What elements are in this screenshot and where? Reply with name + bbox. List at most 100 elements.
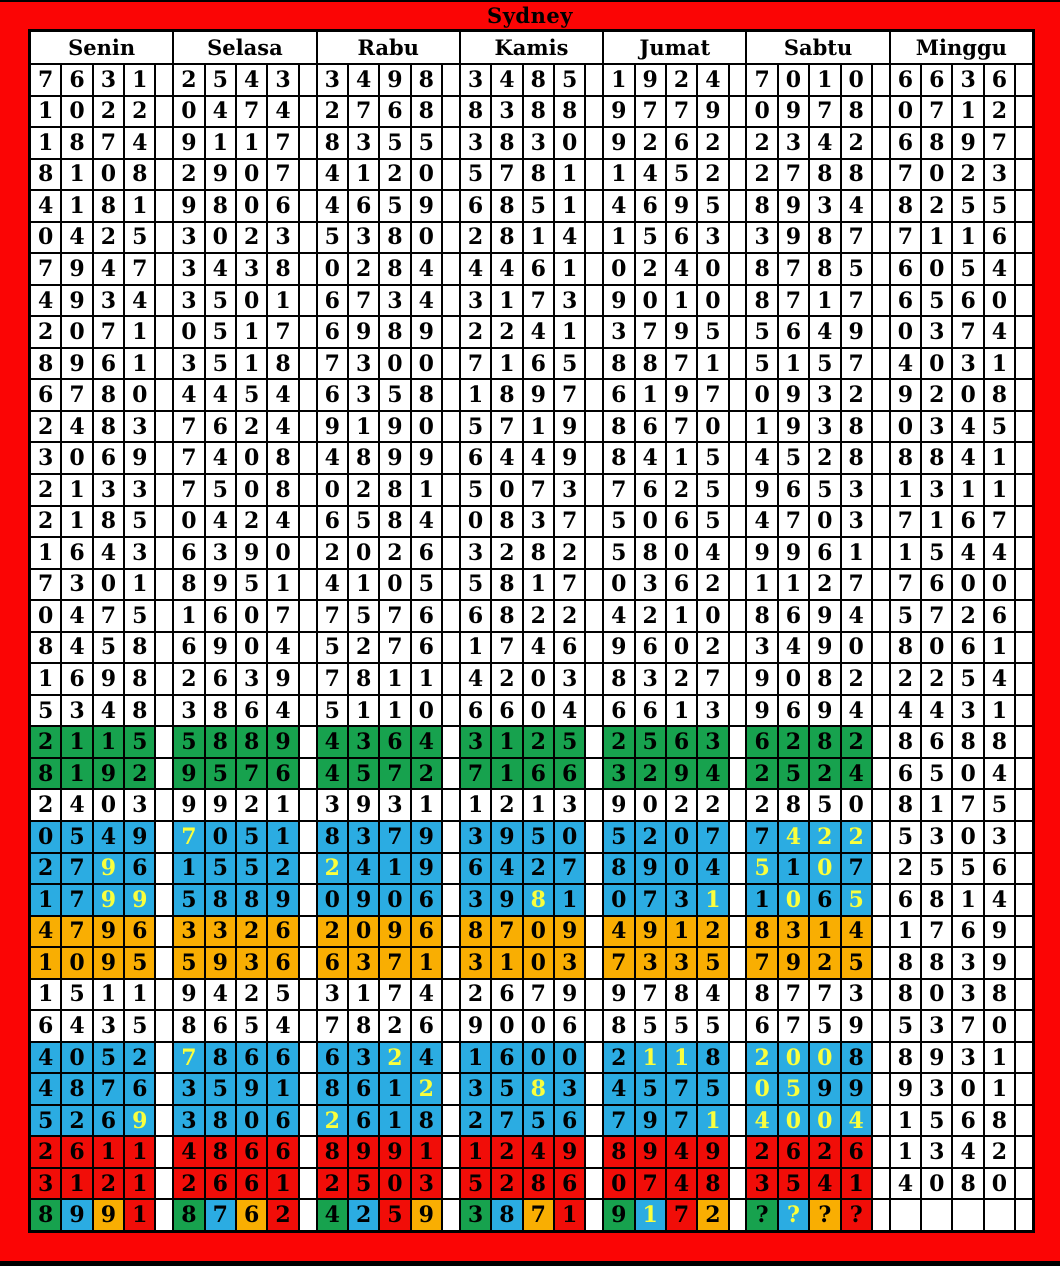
- digit-cell: 1: [125, 979, 155, 1010]
- digit-cell: 7: [635, 885, 665, 915]
- spacer-cell: [729, 664, 746, 694]
- digit-cell: 0: [237, 191, 267, 221]
- digit-cell: 2: [31, 790, 61, 820]
- spacer-cell: [443, 1011, 459, 1041]
- digit-cell: 8: [31, 758, 61, 789]
- digit-cell: 3: [492, 96, 522, 127]
- digit-cell: 4: [93, 695, 124, 726]
- digit-cell: 7: [93, 128, 124, 158]
- digit-cell: 2: [698, 1200, 728, 1230]
- digit-cell: 2: [841, 727, 871, 757]
- digit-cell: 4: [698, 979, 728, 1010]
- digit-cell: 2: [666, 790, 697, 820]
- digit-cell: 8: [635, 538, 665, 568]
- digit-cell: 8: [953, 727, 983, 757]
- digit-cell: 7: [492, 632, 522, 663]
- digit-cell: 2: [348, 475, 379, 505]
- digit-cell: 4: [317, 758, 347, 789]
- digit-cell: 1: [348, 411, 379, 442]
- digit-cell: 1: [747, 885, 777, 915]
- spacer-cell: [156, 727, 173, 757]
- digit-cell: 0: [984, 569, 1015, 600]
- digit-cell: 0: [348, 916, 379, 947]
- spacer-cell: [729, 853, 746, 884]
- digit-cell: 7: [666, 96, 697, 127]
- digit-cell: 8: [604, 443, 634, 474]
- spacer-cell: [299, 475, 316, 505]
- digit-cell: 0: [460, 506, 491, 537]
- spacer-cell: [156, 1042, 173, 1073]
- spacer-cell: [1016, 821, 1032, 852]
- digit-cell: 7: [317, 1011, 347, 1041]
- digit-cell: 0: [922, 632, 952, 663]
- spacer-cell: [729, 916, 746, 947]
- digit-cell: 6: [890, 885, 921, 915]
- spacer-cell: [443, 128, 459, 158]
- digit-cell: 5: [460, 569, 491, 600]
- digit-cell: 6: [523, 758, 553, 789]
- spacer-cell: [443, 885, 459, 915]
- digit-cell: 5: [205, 475, 235, 505]
- digit-cell: 0: [492, 475, 522, 505]
- digit-cell: 3: [554, 1074, 585, 1104]
- digit-cell: 5: [411, 569, 441, 600]
- digit-cell: 2: [810, 569, 840, 600]
- digit-cell: 1: [666, 285, 697, 316]
- digit-cell: 2: [523, 601, 553, 631]
- spacer-cell: [299, 1137, 316, 1167]
- spacer-cell: [299, 727, 316, 757]
- digit-cell: 8: [268, 254, 298, 284]
- digit-cell: 0: [380, 348, 410, 379]
- digit-cell: 8: [62, 128, 92, 158]
- digit-cell: 0: [492, 1011, 522, 1041]
- digit-cell: 8: [125, 695, 155, 726]
- digit-cell: 0: [698, 601, 728, 631]
- digit-cell: 5: [604, 538, 634, 568]
- digit-cell: 2: [380, 1011, 410, 1041]
- digit-cell: 1: [125, 1137, 155, 1167]
- digit-cell: 3: [747, 632, 777, 663]
- spacer-cell: [1016, 1168, 1032, 1199]
- digit-cell: 5: [666, 1011, 697, 1041]
- spacer-cell: [156, 1105, 173, 1136]
- digit-cell: 2: [411, 1074, 441, 1104]
- digit-cell: 8: [922, 948, 952, 978]
- digit-cell: 4: [635, 443, 665, 474]
- digit-cell: 4: [666, 1137, 697, 1167]
- digit-cell: 7: [31, 65, 61, 95]
- spacer-cell: [1016, 538, 1032, 568]
- digit-cell: 4: [460, 664, 491, 694]
- digit-cell: 6: [460, 601, 491, 631]
- digit-cell: 3: [460, 885, 491, 915]
- digit-cell: 1: [747, 411, 777, 442]
- digit-cell: 7: [62, 885, 92, 915]
- spacer-cell: [1016, 443, 1032, 474]
- digit-cell: 9: [984, 948, 1015, 978]
- digit-cell: 0: [174, 506, 204, 537]
- digit-cell: 1: [380, 695, 410, 726]
- digit-cell: 5: [922, 538, 952, 568]
- digit-cell: 2: [747, 128, 777, 158]
- digit-cell: 7: [922, 96, 952, 127]
- spacer-cell: [443, 443, 459, 474]
- spacer-cell: [299, 506, 316, 537]
- digit-cell: 0: [523, 695, 553, 726]
- digit-cell: 5: [205, 758, 235, 789]
- digit-cell: 5: [205, 853, 235, 884]
- digit-cell: 3: [698, 222, 728, 253]
- digit-cell: 1: [635, 1042, 665, 1073]
- spacer-cell: [1016, 979, 1032, 1010]
- spacer-cell: [586, 1042, 603, 1073]
- digit-cell: 5: [237, 569, 267, 600]
- digit-cell: 4: [93, 821, 124, 852]
- digit-cell: 5: [174, 948, 204, 978]
- spacer-cell: [299, 790, 316, 820]
- digit-cell: 0: [666, 632, 697, 663]
- spacer-cell: [299, 885, 316, 915]
- digit-cell: [922, 1200, 952, 1230]
- spacer-cell: [1016, 222, 1032, 253]
- digit-cell: 1: [237, 348, 267, 379]
- digit-cell: 7: [380, 979, 410, 1010]
- digit-cell: 7: [523, 285, 553, 316]
- digit-cell: 4: [268, 1011, 298, 1041]
